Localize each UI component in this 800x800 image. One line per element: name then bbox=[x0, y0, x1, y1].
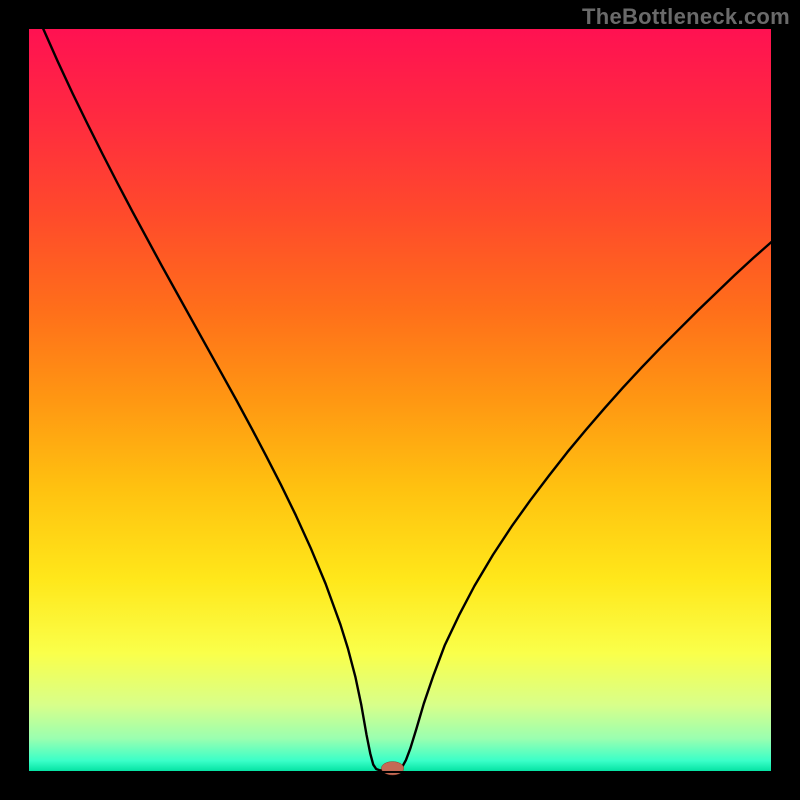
watermark-text: TheBottleneck.com bbox=[582, 4, 790, 30]
plot-gradient bbox=[28, 28, 772, 772]
bottleneck-chart bbox=[0, 0, 800, 800]
chart-container: TheBottleneck.com bbox=[0, 0, 800, 800]
